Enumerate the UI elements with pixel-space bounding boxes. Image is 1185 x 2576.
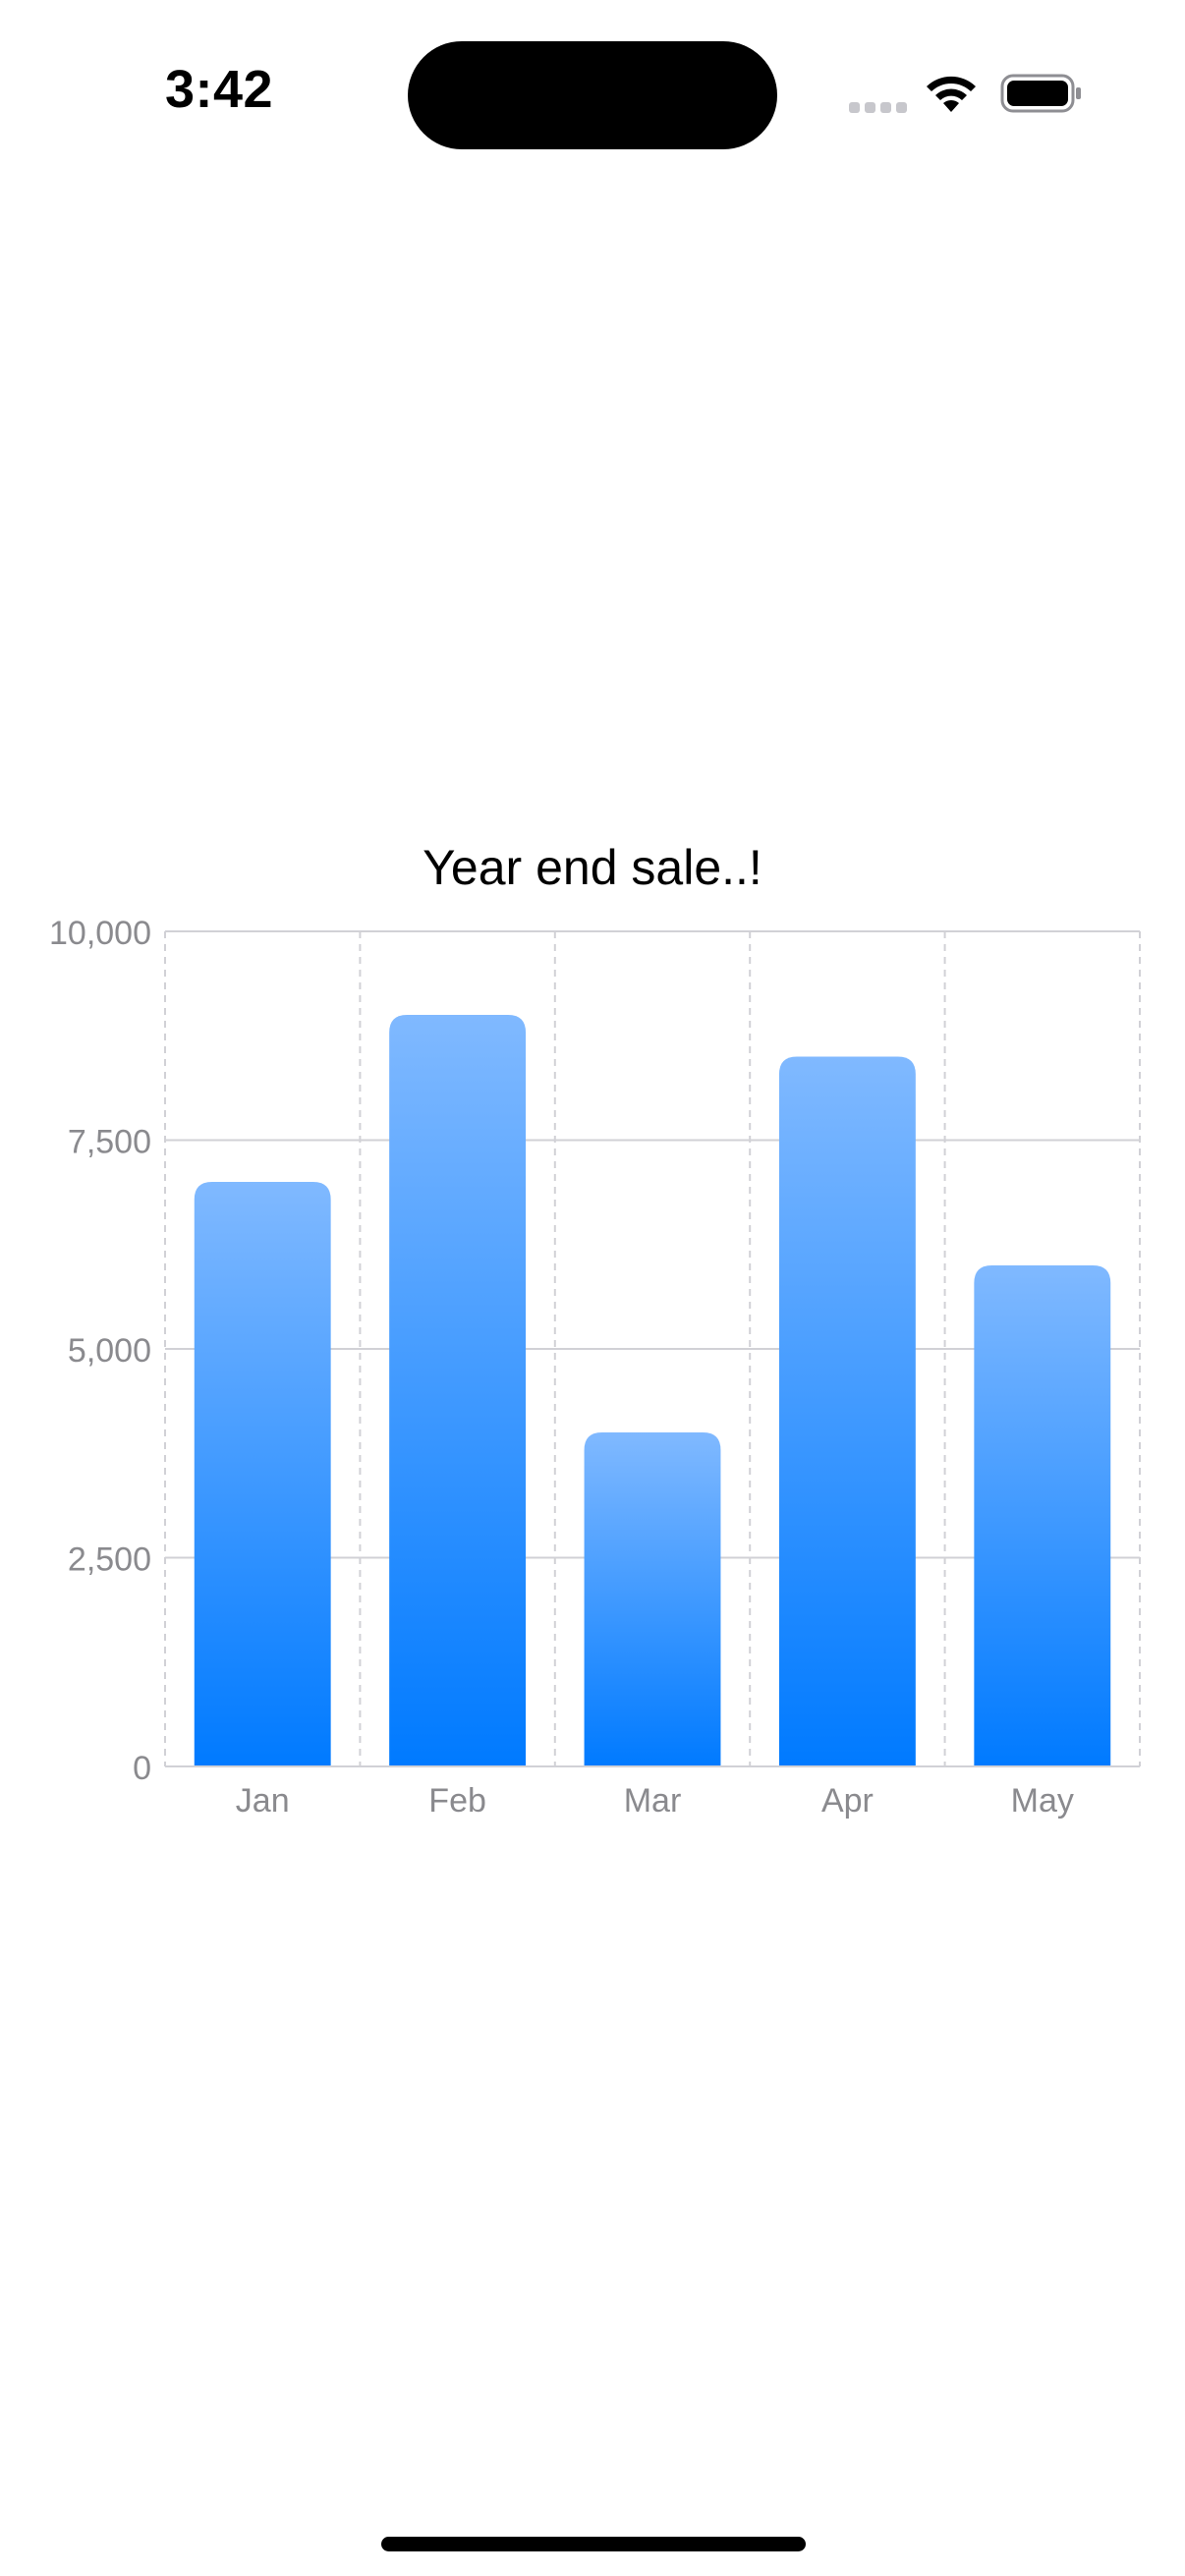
status-time: 3:42: [165, 60, 274, 119]
battery-icon: [1000, 74, 1081, 113]
y-tick-label: 7,500: [68, 1124, 151, 1161]
y-tick-label: 5,000: [68, 1332, 151, 1370]
bar-may: [974, 1265, 1111, 1766]
x-tick-label: Feb: [428, 1782, 486, 1820]
bar-mar: [584, 1432, 721, 1766]
dynamic-island: [408, 41, 777, 149]
x-tick-label: Jan: [236, 1782, 290, 1820]
bar-apr: [778, 1056, 916, 1766]
bar-jan: [194, 1182, 331, 1766]
x-tick-label: Apr: [821, 1782, 874, 1820]
status-bar: 3:42: [0, 0, 1185, 187]
wifi-icon: [927, 76, 976, 112]
y-tick-label: 10,000: [49, 915, 151, 952]
cellular-signal-icon: [849, 102, 908, 114]
x-tick-label: Mar: [624, 1782, 682, 1820]
x-tick-label: May: [1011, 1782, 1074, 1820]
chart-plot: 0 2,500 5,000 7,500 10,000 Jan Feb Mar Apr May: [49, 915, 1141, 1820]
bar-feb: [389, 1015, 527, 1766]
y-tick-label: 2,500: [68, 1541, 151, 1579]
y-tick-label: 0: [133, 1750, 151, 1787]
bar-chart: Year end sale..! 0 2,500 5,000 7,500 10,000 J…: [0, 825, 1185, 1827]
chart-title: Year end sale..!: [423, 840, 762, 895]
home-indicator[interactable]: [381, 2537, 806, 2551]
